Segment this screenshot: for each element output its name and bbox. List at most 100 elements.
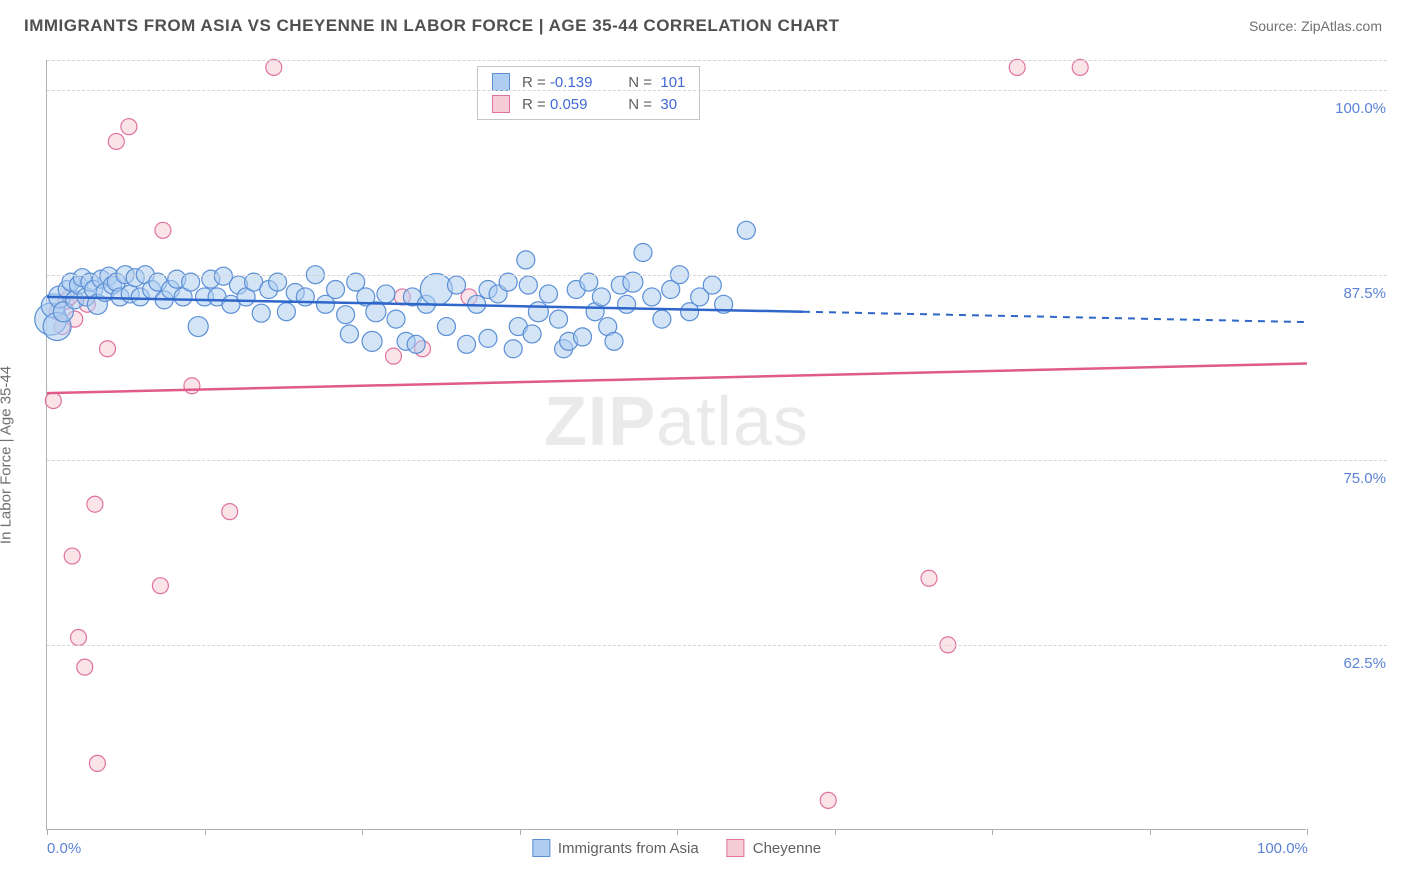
data-point-asia — [479, 329, 497, 347]
data-point-cheyenne — [155, 222, 171, 238]
gridline — [47, 60, 1387, 61]
data-point-asia — [377, 285, 395, 303]
legend-swatch — [492, 95, 510, 113]
regression-dash-asia — [803, 312, 1307, 322]
legend-swatch — [492, 73, 510, 91]
x-tick — [677, 829, 678, 835]
source-attribution: Source: ZipAtlas.com — [1249, 18, 1382, 34]
plot-region: ZIPatlas R = -0.139 N = 101R = 0.059 N =… — [46, 60, 1306, 830]
data-point-asia — [523, 325, 541, 343]
data-point-cheyenne — [89, 755, 105, 771]
source-link[interactable]: ZipAtlas.com — [1301, 18, 1382, 34]
chart-title: IMMIGRANTS FROM ASIA VS CHEYENNE IN LABO… — [24, 16, 840, 36]
data-point-asia — [653, 310, 671, 328]
x-tick — [520, 829, 521, 835]
data-point-asia — [252, 304, 270, 322]
data-point-asia — [592, 288, 610, 306]
data-point-cheyenne — [77, 659, 93, 675]
data-point-cheyenne — [1072, 59, 1088, 75]
data-point-asia — [337, 306, 355, 324]
legend-stats-row: R = 0.059 N = 30 — [478, 93, 699, 115]
data-point-asia — [340, 325, 358, 343]
data-point-cheyenne — [1009, 59, 1025, 75]
r-value: 0.059 — [550, 96, 620, 113]
data-point-asia — [420, 274, 452, 306]
data-point-cheyenne — [184, 378, 200, 394]
data-point-asia — [407, 335, 425, 353]
data-point-cheyenne — [108, 133, 124, 149]
legend-swatch — [532, 839, 550, 857]
gridline — [47, 275, 1387, 276]
y-tick-label: 62.5% — [1316, 655, 1386, 672]
data-point-asia — [618, 295, 636, 313]
data-point-asia — [387, 310, 405, 328]
x-tick — [992, 829, 993, 835]
legend-label: Cheyenne — [753, 840, 821, 857]
data-point-cheyenne — [921, 570, 937, 586]
data-point-cheyenne — [87, 496, 103, 512]
data-point-asia — [580, 273, 598, 291]
data-point-asia — [269, 273, 287, 291]
data-point-asia — [550, 310, 568, 328]
x-tick — [835, 829, 836, 835]
n-label: N = — [620, 74, 656, 91]
data-point-cheyenne — [222, 504, 238, 520]
source-label: Source: — [1249, 18, 1297, 34]
legend-bottom: Immigrants from Asia Cheyenne — [532, 839, 821, 857]
gridline — [47, 460, 1387, 461]
legend-item: Cheyenne — [727, 839, 821, 857]
data-point-asia — [643, 288, 661, 306]
y-tick-label: 100.0% — [1316, 100, 1386, 117]
data-point-asia — [574, 328, 592, 346]
data-point-asia — [539, 285, 557, 303]
data-point-asia — [182, 273, 200, 291]
data-point-asia — [499, 273, 517, 291]
x-tick — [205, 829, 206, 835]
data-point-cheyenne — [386, 348, 402, 364]
data-point-asia — [327, 281, 345, 299]
data-point-cheyenne — [99, 341, 115, 357]
plot-svg — [47, 60, 1307, 830]
legend-label: Immigrants from Asia — [558, 840, 699, 857]
gridline — [47, 645, 1387, 646]
legend-item: Immigrants from Asia — [532, 839, 699, 857]
data-point-cheyenne — [64, 548, 80, 564]
x-tick — [1150, 829, 1151, 835]
chart-area: In Labor Force | Age 35-44 ZIPatlas R = … — [46, 60, 1386, 850]
x-tick — [1307, 829, 1308, 835]
y-tick-label: 75.0% — [1316, 470, 1386, 487]
data-point-asia — [528, 302, 548, 322]
n-value: 30 — [656, 96, 677, 113]
x-tick-label: 0.0% — [47, 840, 81, 857]
data-point-asia — [448, 276, 466, 294]
data-point-asia — [703, 276, 721, 294]
data-point-cheyenne — [152, 578, 168, 594]
n-value: 101 — [656, 74, 685, 91]
chart-header: IMMIGRANTS FROM ASIA VS CHEYENNE IN LABO… — [0, 0, 1406, 44]
data-point-asia — [277, 303, 295, 321]
data-point-cheyenne — [71, 630, 87, 646]
x-tick — [362, 829, 363, 835]
data-point-cheyenne — [820, 792, 836, 808]
n-label: N = — [620, 96, 656, 113]
data-point-asia — [519, 276, 537, 294]
data-point-asia — [458, 335, 476, 353]
legend-stats-box: R = -0.139 N = 101 R = 0.059 N = 30 — [477, 66, 700, 120]
data-point-asia — [517, 251, 535, 269]
data-point-asia — [737, 221, 755, 239]
data-point-asia — [362, 331, 382, 351]
r-label: R = — [522, 74, 550, 91]
data-point-cheyenne — [45, 393, 61, 409]
data-point-asia — [504, 340, 522, 358]
data-point-cheyenne — [121, 119, 137, 135]
r-value: -0.139 — [550, 74, 620, 91]
data-point-cheyenne — [266, 59, 282, 75]
x-tick — [47, 829, 48, 835]
data-point-asia — [437, 318, 455, 336]
regression-line-cheyenne — [47, 364, 1307, 394]
data-point-asia — [605, 332, 623, 350]
data-point-asia — [188, 317, 208, 337]
legend-swatch — [727, 839, 745, 857]
r-label: R = — [522, 96, 550, 113]
data-point-asia — [634, 244, 652, 262]
